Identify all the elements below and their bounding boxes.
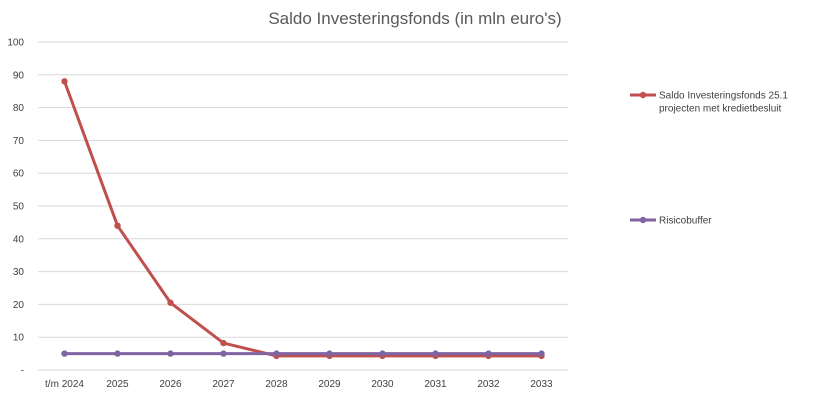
y-tick-label: - (21, 366, 24, 377)
legend: Saldo Investeringsfonds 25.1 projecten me… (630, 91, 788, 227)
x-tick-label: 2027 (212, 379, 235, 390)
data-point (538, 350, 545, 357)
chart-title: Saldo Investeringsfonds (in mln euro's) (268, 9, 561, 28)
x-axis-ticks: t/m 2024 2025 2026 2027 2028 2029 2030 2031 2032… (45, 379, 553, 390)
data-point (61, 350, 68, 357)
x-tick-label: 2025 (106, 379, 129, 390)
data-point (326, 350, 333, 357)
data-point (167, 299, 174, 306)
legend-label: Risicobuffer (659, 216, 712, 227)
y-tick-label: 40 (13, 234, 25, 245)
legend-label: Saldo Investeringsfonds 25.1 (659, 91, 788, 102)
y-tick-label: 80 (13, 103, 25, 114)
y-tick-label: 70 (13, 136, 25, 147)
y-tick-label: 50 (13, 202, 25, 213)
x-tick-label: 2033 (530, 379, 553, 390)
series-2 (61, 350, 545, 357)
x-tick-label: 2032 (477, 379, 500, 390)
data-point (432, 350, 439, 357)
legend-entry: Saldo Investeringsfonds 25.1 projecten me… (630, 91, 788, 115)
x-tick-label: t/m 2024 (45, 379, 84, 390)
legend-entry: Risicobuffer (630, 216, 712, 227)
y-axis-ticks: - 10 20 30 40 50 60 70 80 90 100 (7, 38, 24, 377)
data-point (220, 350, 227, 357)
legend-label: projecten met kredietbesluit (659, 104, 782, 115)
y-tick-label: 30 (13, 267, 25, 278)
series-1 (61, 78, 545, 360)
y-tick-label: 20 (13, 300, 25, 311)
x-tick-label: 2031 (424, 379, 447, 390)
data-point (273, 350, 280, 357)
series-layer (61, 78, 545, 360)
data-point (61, 78, 68, 85)
x-tick-label: 2026 (159, 379, 182, 390)
data-point (379, 350, 386, 357)
y-tick-label: 90 (13, 70, 25, 81)
x-tick-label: 2029 (318, 379, 341, 390)
legend-swatch-marker (639, 216, 647, 224)
data-point (485, 350, 492, 357)
data-point (114, 350, 121, 357)
gridlines (38, 41, 568, 371)
x-tick-label: 2028 (265, 379, 288, 390)
data-point (114, 222, 121, 229)
y-tick-label: 60 (13, 169, 25, 180)
legend-swatch-marker (639, 91, 647, 99)
data-point (220, 339, 227, 347)
x-tick-label: 2030 (371, 379, 394, 390)
y-tick-label: 100 (7, 38, 24, 49)
series-line (63, 79, 543, 358)
data-point (167, 350, 174, 357)
y-tick-label: 10 (13, 333, 25, 344)
